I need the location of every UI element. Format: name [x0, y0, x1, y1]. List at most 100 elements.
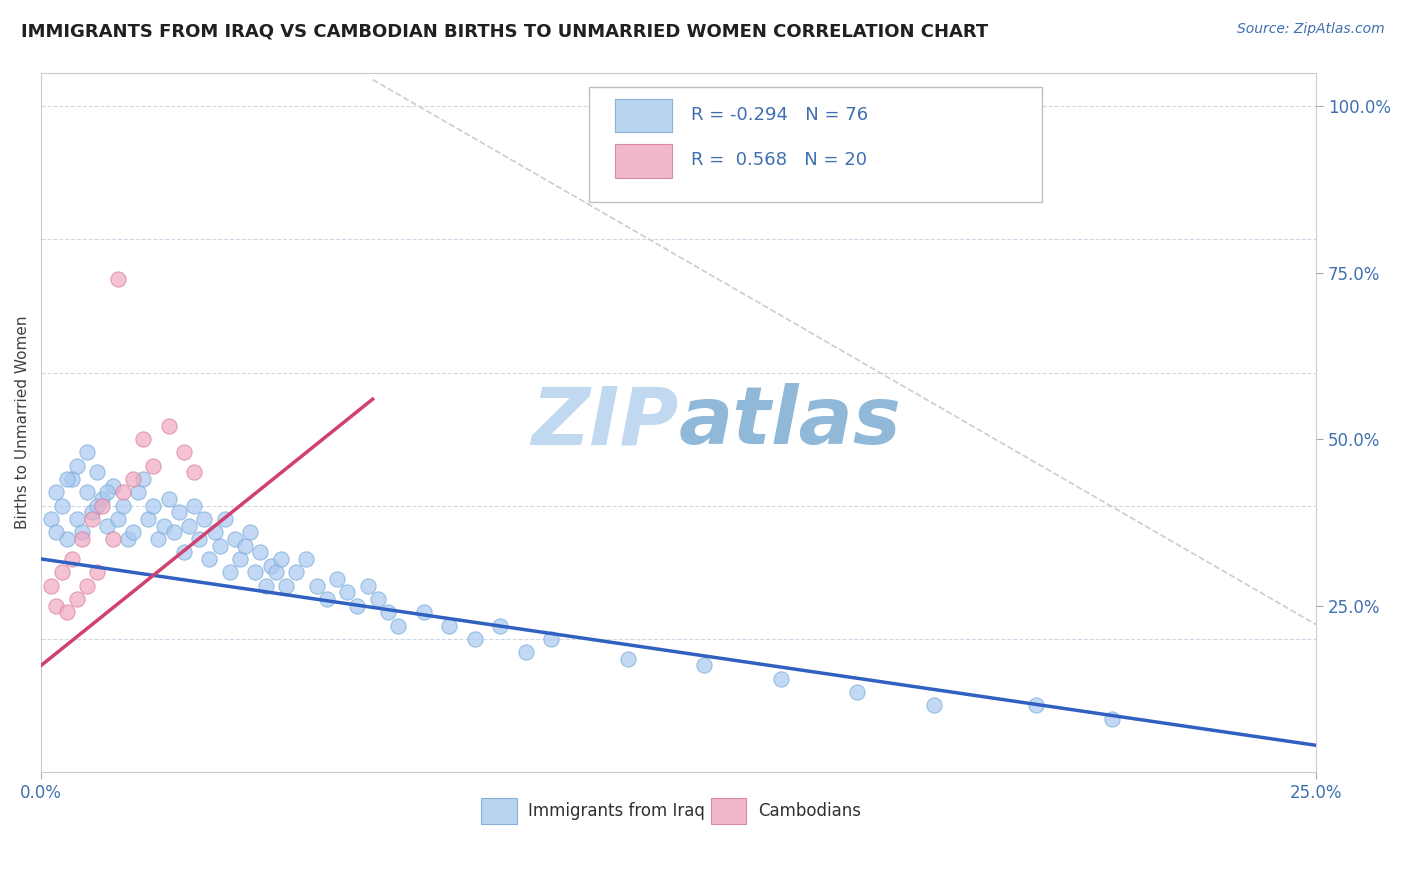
Point: [387, 618, 409, 632]
Point: [66, 512, 89, 526]
Point: [86, 499, 108, 513]
Point: [70, 532, 93, 546]
Point: [1025, 698, 1047, 713]
Text: R = -0.294   N = 76: R = -0.294 N = 76: [692, 106, 869, 124]
Point: [515, 645, 537, 659]
Point: [55, 605, 77, 619]
Text: Cambodians: Cambodians: [758, 802, 860, 820]
Point: [922, 698, 945, 713]
Point: [177, 518, 200, 533]
Point: [274, 578, 297, 592]
Point: [295, 552, 318, 566]
Point: [285, 566, 308, 580]
Point: [336, 585, 359, 599]
Point: [769, 672, 792, 686]
Y-axis label: Births to Unmarried Women: Births to Unmarried Women: [15, 316, 30, 529]
Point: [60, 552, 83, 566]
Point: [412, 605, 434, 619]
Point: [122, 472, 145, 486]
Point: [193, 512, 215, 526]
Point: [70, 525, 93, 540]
Point: [66, 591, 89, 606]
Point: [616, 652, 638, 666]
Point: [157, 418, 180, 433]
Point: [86, 566, 108, 580]
Text: atlas: atlas: [679, 384, 901, 461]
Point: [107, 512, 129, 526]
Point: [188, 532, 211, 546]
Point: [82, 512, 104, 526]
Point: [305, 578, 328, 592]
Text: Source: ZipAtlas.com: Source: ZipAtlas.com: [1237, 22, 1385, 37]
Point: [51, 499, 73, 513]
Point: [76, 485, 98, 500]
Text: R =  0.568   N = 20: R = 0.568 N = 20: [692, 152, 868, 169]
FancyBboxPatch shape: [614, 99, 672, 132]
Point: [377, 605, 399, 619]
Text: ZIP: ZIP: [531, 384, 679, 461]
Point: [218, 566, 240, 580]
Point: [107, 272, 129, 286]
Point: [198, 552, 221, 566]
Point: [111, 485, 134, 500]
Point: [76, 445, 98, 459]
Point: [132, 432, 155, 446]
Point: [259, 558, 281, 573]
Point: [239, 525, 262, 540]
Point: [204, 525, 226, 540]
Point: [39, 578, 62, 592]
Point: [326, 572, 349, 586]
Point: [148, 532, 170, 546]
Text: IMMIGRANTS FROM IRAQ VS CAMBODIAN BIRTHS TO UNMARRIED WOMEN CORRELATION CHART: IMMIGRANTS FROM IRAQ VS CAMBODIAN BIRTHS…: [21, 22, 988, 40]
Point: [224, 532, 246, 546]
FancyBboxPatch shape: [589, 87, 1042, 202]
Point: [464, 632, 486, 646]
Point: [157, 491, 180, 506]
Point: [315, 591, 337, 606]
Point: [254, 578, 277, 592]
Point: [82, 505, 104, 519]
Point: [111, 499, 134, 513]
Point: [117, 532, 139, 546]
Point: [214, 512, 236, 526]
FancyBboxPatch shape: [614, 145, 672, 178]
Text: Immigrants from Iraq: Immigrants from Iraq: [529, 802, 704, 820]
Point: [127, 485, 149, 500]
Point: [96, 518, 118, 533]
Point: [45, 599, 67, 613]
Point: [233, 539, 256, 553]
Point: [91, 491, 114, 506]
Point: [437, 618, 460, 632]
Point: [270, 552, 292, 566]
Point: [846, 685, 869, 699]
Point: [173, 445, 195, 459]
Point: [356, 578, 378, 592]
Point: [55, 472, 77, 486]
Point: [122, 525, 145, 540]
FancyBboxPatch shape: [710, 797, 747, 824]
Point: [101, 532, 124, 546]
Point: [45, 485, 67, 500]
Point: [136, 512, 159, 526]
Point: [264, 566, 287, 580]
Point: [1101, 712, 1123, 726]
Point: [245, 566, 267, 580]
Point: [55, 532, 77, 546]
FancyBboxPatch shape: [481, 797, 517, 824]
Point: [45, 525, 67, 540]
Point: [39, 512, 62, 526]
Point: [229, 552, 252, 566]
Point: [540, 632, 562, 646]
Point: [101, 479, 124, 493]
Point: [76, 578, 98, 592]
Point: [142, 458, 165, 473]
Point: [183, 466, 205, 480]
Point: [86, 466, 108, 480]
Point: [152, 518, 174, 533]
Point: [96, 485, 118, 500]
Point: [489, 618, 512, 632]
Point: [693, 658, 716, 673]
Point: [51, 566, 73, 580]
Point: [249, 545, 271, 559]
Point: [66, 458, 89, 473]
